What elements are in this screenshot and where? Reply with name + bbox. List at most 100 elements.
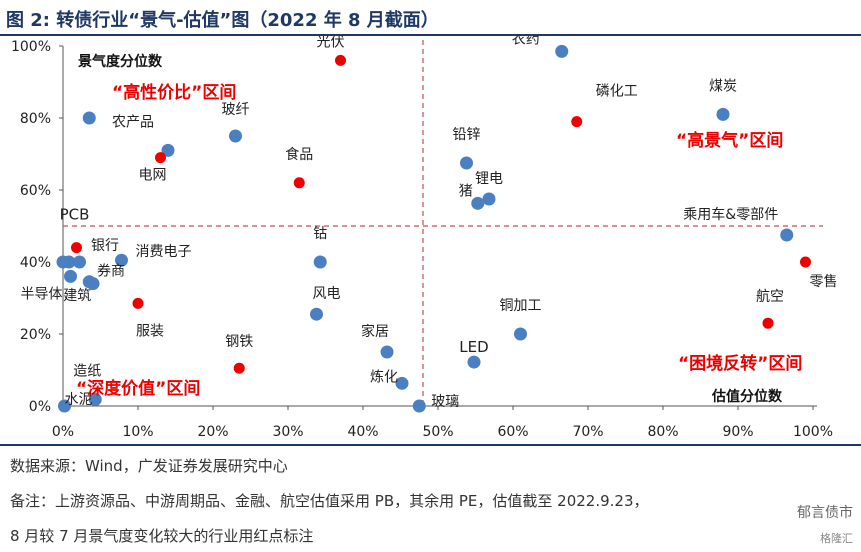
point-label: 建筑 (63, 288, 91, 304)
point-label: 磷化工 (596, 84, 638, 100)
title-rule (0, 34, 861, 36)
watermark: 郁言债市 (797, 505, 853, 521)
point-label: 银行 (91, 238, 119, 254)
data-source: 数据来源：Wind，广发证券发展研究中心 (10, 457, 288, 475)
data-point (514, 327, 527, 341)
scatter-chart: 0% 10% 20% 30% 40% 50% 60% 70% 80% 90% 100% 0% 20% 4… (11, 36, 838, 440)
data-point (82, 111, 96, 125)
data-point (73, 255, 86, 269)
point-label: 航空 (756, 289, 784, 305)
x-tick-label: 60% (497, 424, 528, 440)
data-point (155, 152, 166, 164)
data-point (762, 317, 774, 329)
x-tick-label: 50% (422, 424, 453, 440)
data-point (233, 362, 245, 374)
data-point (88, 393, 102, 407)
point-label: 服装 (136, 323, 164, 339)
point-label: 农产品 (112, 114, 154, 130)
data-point (380, 345, 394, 359)
data-point (800, 256, 811, 268)
point-label: 农药 (512, 36, 540, 47)
data-point (161, 143, 175, 157)
point-label: 电网 (139, 168, 167, 184)
data-point (115, 253, 128, 267)
y-axis-label: 景气度分位数 (78, 53, 163, 70)
y-tick-label: 40% (20, 255, 51, 271)
point-label: 铜加工 (500, 298, 542, 314)
data-point (64, 269, 77, 283)
x-tick-label: 40% (347, 424, 378, 440)
data-point (482, 192, 496, 206)
x-tick-label: 80% (647, 424, 678, 440)
data-point (471, 196, 485, 210)
data-point (460, 156, 473, 170)
x-tick-label: 70% (572, 424, 603, 440)
data-point (555, 44, 569, 58)
y-tick-label: 60% (20, 183, 51, 199)
point-label: 零售 (810, 274, 838, 290)
point-label: 钢铁 (225, 334, 253, 350)
x-tick-label: 20% (197, 424, 228, 440)
point-label: 玻纤 (222, 102, 250, 118)
data-point (780, 228, 794, 242)
figure-title: 图 2: 转债行业“景气-估值”图（2022 年 8 月截面） (6, 10, 439, 31)
x-tick-label: 0% (52, 424, 74, 440)
quadrant-dividers (63, 40, 823, 406)
point-label: PCB (60, 206, 90, 224)
point-label: 猪 (459, 183, 473, 199)
data-point (293, 177, 305, 189)
x-tick-label: 100% (793, 424, 833, 440)
point-label: 炼化 (370, 369, 398, 385)
y-tick-label: 80% (20, 111, 51, 127)
data-point (467, 355, 481, 369)
point-label: 消费电子 (136, 244, 192, 260)
data-point (310, 307, 323, 321)
data-point (313, 255, 327, 269)
point-label: 食品 (285, 146, 313, 163)
point-label: LED (459, 338, 488, 356)
point-label: 家居 (361, 323, 389, 340)
y-tick-label: 20% (20, 327, 51, 343)
data-point (58, 399, 71, 413)
y-tick-label: 100% (11, 39, 51, 55)
x-tick-label: 30% (272, 424, 303, 440)
point-label: 锂电 (475, 171, 503, 187)
y-axis-ticks: 0% 20% 40% 60% 80% 100% (11, 39, 63, 415)
point-label: 半导体 (21, 286, 63, 302)
x-tick-label: 10% (122, 424, 153, 440)
note-line-1: 备注：上游资源品、中游周期品、金融、航空估值采用 PB，其余用 PE，估值截至 … (10, 492, 649, 510)
data-point (71, 242, 82, 254)
point-label: 券商 (97, 264, 125, 280)
note-line-2: 8 月较 7 月景气度变化较大的行业用红点标注 (10, 527, 314, 545)
point-label: 铅锌 (453, 127, 481, 143)
data-point (716, 107, 730, 121)
point-label: 造纸 (73, 364, 101, 380)
point-label: 玻璃 (431, 393, 459, 410)
point-label: 水泥 (65, 392, 93, 408)
point-label: 光伏 (317, 36, 345, 50)
region-label-high-prosperity: “高景气”区间 (676, 130, 783, 151)
data-point (82, 275, 96, 289)
region-label-turnaround: “困境反转”区间 (678, 353, 802, 374)
x-tick-label: 90% (722, 424, 753, 440)
x-axis-ticks: 0% 10% 20% 30% 40% 50% 60% 70% 80% 90% 100% (52, 406, 833, 440)
point-label: 乘用车&零部件 (683, 206, 778, 223)
data-point (229, 129, 242, 143)
point-label: 风电 (313, 286, 341, 302)
region-label-high-value: “高性价比”区间 (112, 82, 236, 103)
x-axis-label: 估值分位数 (711, 388, 783, 405)
data-point (571, 116, 583, 128)
footer-rule (0, 444, 861, 446)
data-points (56, 44, 811, 413)
data-point (132, 297, 144, 309)
data-point (412, 399, 426, 413)
watermark-secondary: 格隆汇 (820, 532, 853, 545)
y-tick-label: 0% (29, 399, 51, 415)
data-point (395, 376, 409, 390)
point-label: 煤炭 (709, 78, 737, 94)
data-point (56, 255, 70, 269)
region-label-deep-value: “深度价值”区间 (76, 378, 200, 399)
data-point (335, 54, 346, 66)
point-label: 钴 (313, 226, 327, 242)
